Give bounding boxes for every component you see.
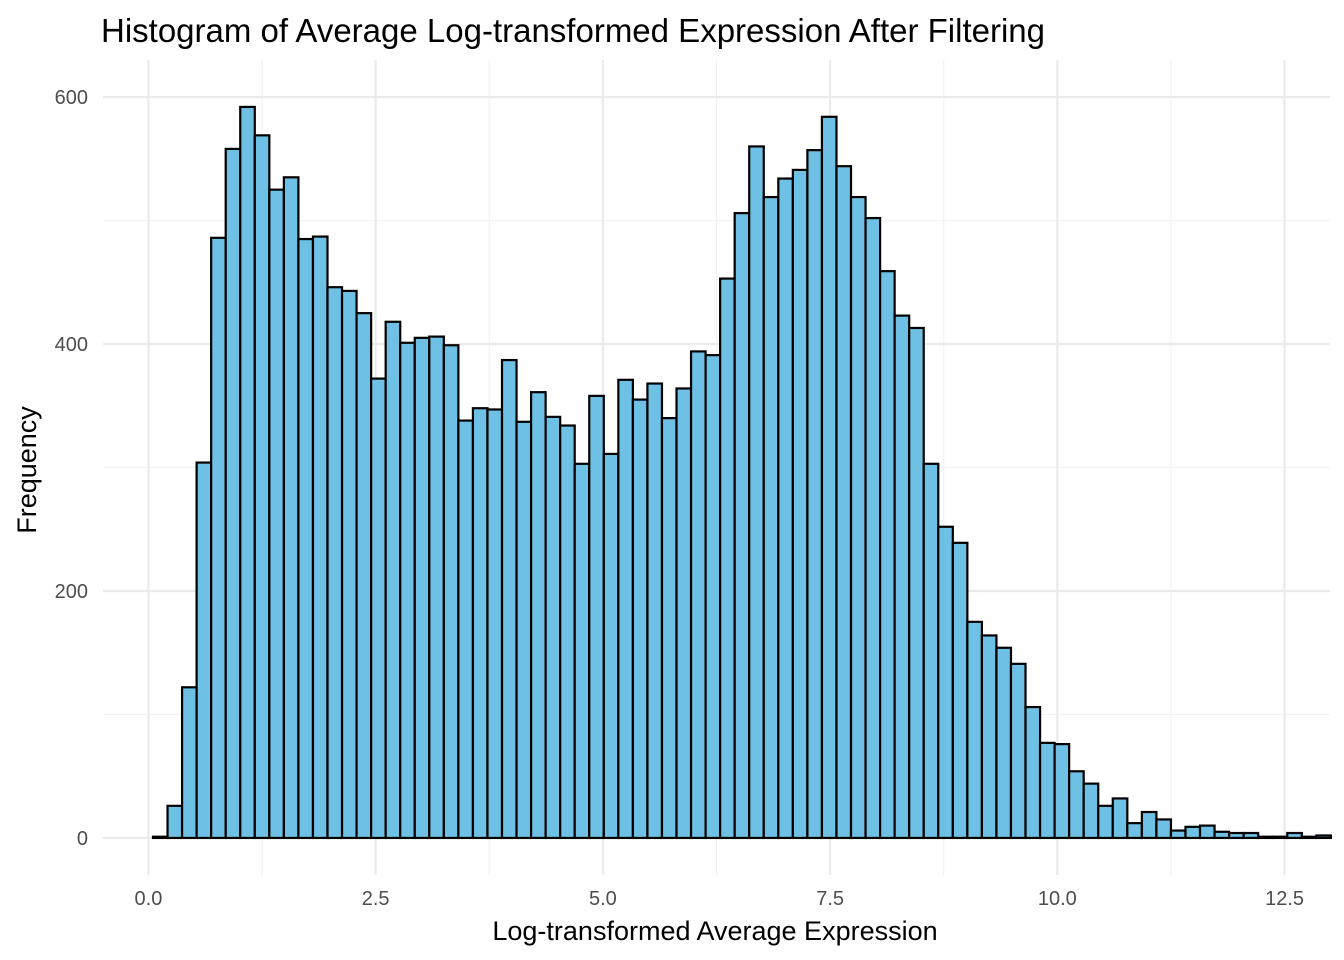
histogram-bar <box>515 420 533 840</box>
histogram-bar <box>849 195 867 840</box>
histogram-bar <box>646 382 664 840</box>
histogram-bar <box>1155 818 1173 840</box>
x-tick-label: 10.0 <box>1038 888 1077 910</box>
histogram-bar <box>1038 741 1056 840</box>
histogram-bar <box>908 326 925 840</box>
x-axis-title: Log-transformed Average Expression <box>492 916 937 946</box>
histogram-bar <box>820 115 838 840</box>
histogram-bar <box>442 344 460 840</box>
histogram-bar <box>210 236 227 840</box>
histogram-bar <box>355 312 373 840</box>
histogram-bar <box>1111 797 1129 840</box>
histogram-bar <box>1286 831 1303 840</box>
histogram-bar <box>1228 831 1245 840</box>
histogram-bar <box>966 620 983 840</box>
histogram-bar <box>893 314 911 840</box>
histogram-bar <box>1024 705 1042 840</box>
histogram-bar <box>1082 782 1100 840</box>
histogram-bar <box>1271 835 1289 840</box>
histogram-bar <box>835 165 853 840</box>
histogram-bar <box>311 235 329 840</box>
histogram-bar <box>180 686 198 840</box>
histogram-bar <box>1257 835 1274 840</box>
x-tick-label: 0.0 <box>135 888 163 910</box>
histogram-bar <box>151 835 169 840</box>
histogram-bar <box>777 177 794 840</box>
histogram-bar <box>544 415 562 840</box>
histogram-bar <box>864 216 882 840</box>
y-axis-title: Frequency <box>12 406 42 534</box>
histogram-bar <box>282 176 300 840</box>
histogram-bar <box>1169 829 1187 840</box>
histogram-bar <box>268 188 285 840</box>
histogram-bar <box>326 286 344 840</box>
histogram-bar <box>457 419 475 840</box>
histogram-bar <box>1009 662 1027 840</box>
histogram-bar <box>239 105 256 840</box>
histogram-bar <box>1126 822 1143 840</box>
histogram-bar <box>573 462 591 840</box>
histogram-bar <box>1184 825 1202 840</box>
y-tick-label: 600 <box>55 87 88 109</box>
histogram-bar <box>660 417 678 840</box>
histogram-bar <box>340 289 358 840</box>
histogram-bar <box>704 354 722 840</box>
y-tick-label: 0 <box>77 828 88 850</box>
histogram-bar <box>937 525 954 840</box>
y-tick-label: 200 <box>55 581 88 603</box>
histogram-bar <box>559 424 576 840</box>
x-tick-label: 5.0 <box>589 888 617 910</box>
histogram-bar <box>1068 770 1085 840</box>
histogram-bar <box>617 378 634 840</box>
y-tick-label: 400 <box>55 334 88 356</box>
histogram-bar <box>399 341 416 840</box>
x-tick-label: 2.5 <box>362 888 390 910</box>
histogram-bar <box>733 212 751 840</box>
histogram-bar <box>413 336 431 840</box>
x-tick-label: 7.5 <box>816 888 844 910</box>
histogram-bar <box>1140 810 1158 840</box>
histogram-bar <box>1300 835 1318 840</box>
x-tick-label: 12.5 <box>1265 888 1304 910</box>
histogram-bar <box>922 462 940 840</box>
histogram-bar <box>878 270 896 840</box>
histogram-bar <box>224 147 242 840</box>
histogram-bar <box>588 394 605 840</box>
histogram-bar <box>631 398 649 840</box>
histogram-bar <box>719 277 736 840</box>
histogram-bar <box>995 646 1013 840</box>
histogram-bar <box>791 168 809 840</box>
histogram-bar <box>1198 824 1216 840</box>
histogram-bar <box>166 804 184 840</box>
histogram-bar <box>1097 804 1114 840</box>
histogram-bar <box>253 134 271 840</box>
histogram-bar <box>689 350 707 840</box>
histogram-bar <box>529 391 547 840</box>
histogram-bar <box>500 358 518 840</box>
histogram-bar <box>748 145 765 840</box>
histogram-bar <box>806 149 824 840</box>
histogram-bar <box>675 387 693 840</box>
histogram-bar <box>370 377 387 840</box>
histogram-bar <box>1315 834 1333 840</box>
histogram-bar <box>980 634 998 840</box>
histogram-bar <box>951 541 969 840</box>
x-axis-tick-labels: 0.0 2.5 5.0 7.5 10.0 12.5 <box>135 888 1304 910</box>
histogram-bar <box>384 320 402 840</box>
histogram-bar <box>471 407 489 840</box>
histogram-bar <box>602 452 620 840</box>
histogram-bar <box>1053 743 1071 840</box>
histogram-bar <box>762 195 780 840</box>
histogram-bar <box>486 408 504 840</box>
histogram-bar <box>1242 831 1260 840</box>
y-axis-tick-labels: 0 200 400 600 <box>55 87 88 850</box>
histogram-bar <box>297 237 315 840</box>
histogram-bars <box>151 105 1333 840</box>
chart-title: Histogram of Average Log-transformed Exp… <box>101 12 1045 49</box>
histogram-bar <box>1213 830 1231 840</box>
histogram-bar <box>428 335 445 840</box>
histogram-bar <box>195 461 213 840</box>
